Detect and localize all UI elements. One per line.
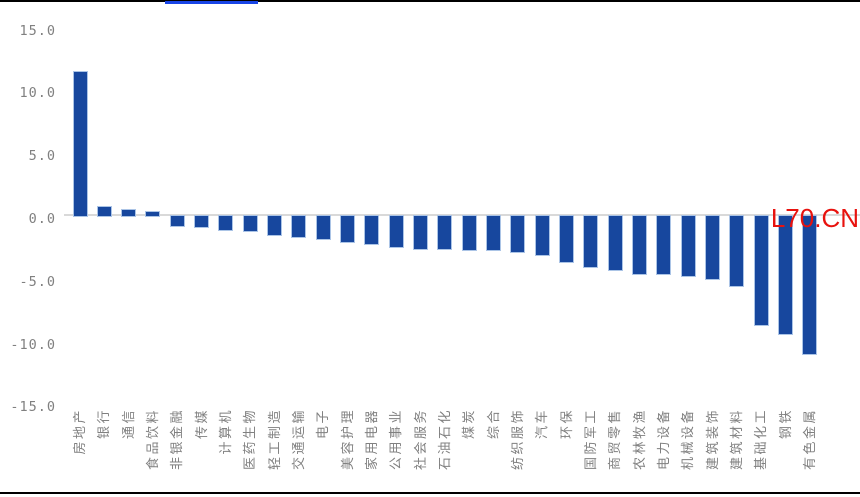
bar — [534, 215, 550, 256]
bar — [413, 215, 429, 250]
bar — [364, 215, 380, 245]
x-category-label: 有色金属 — [801, 408, 817, 471]
bar — [267, 215, 283, 236]
y-tick-label: 0.0 — [28, 211, 56, 227]
bar — [802, 215, 818, 356]
bar — [194, 215, 210, 229]
bar — [705, 215, 721, 280]
y-tick-label: 15.0 — [19, 22, 56, 39]
bar — [729, 215, 745, 288]
bar — [169, 215, 185, 228]
bar — [72, 70, 88, 217]
bottom-border-line — [0, 492, 860, 494]
bar — [291, 215, 307, 239]
bar — [340, 215, 356, 244]
y-tick-label: -10.0 — [10, 336, 56, 353]
bar — [437, 215, 453, 250]
bar — [145, 211, 161, 217]
bar — [559, 215, 575, 264]
bar — [607, 215, 623, 271]
bar — [778, 215, 794, 336]
bar — [753, 215, 769, 327]
bar — [96, 206, 112, 217]
bar — [510, 215, 526, 254]
y-tick-label: 5.0 — [28, 148, 56, 165]
bar — [632, 215, 648, 275]
bar — [486, 215, 502, 251]
bar — [583, 215, 599, 269]
bar — [218, 215, 234, 231]
watermark-text: L70.CN — [770, 203, 859, 233]
bar — [121, 208, 137, 217]
bar — [656, 215, 672, 275]
bar — [461, 215, 477, 251]
bar — [242, 215, 258, 233]
y-tick-label: -15.0 — [10, 399, 56, 416]
top-border-line — [0, 0, 860, 2]
y-tick-label: 10.0 — [19, 85, 56, 102]
bar — [315, 215, 331, 240]
y-tick-label: -5.0 — [19, 273, 56, 290]
bar — [680, 215, 696, 278]
bar — [388, 215, 404, 249]
link-underline — [165, 1, 258, 4]
